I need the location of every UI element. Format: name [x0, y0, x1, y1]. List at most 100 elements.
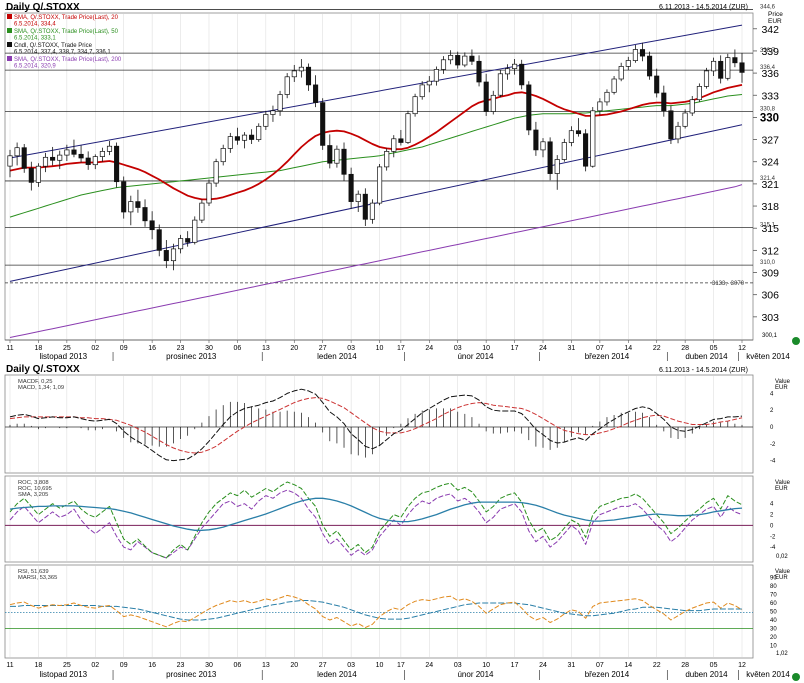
- candle: [632, 45, 638, 63]
- price-level-labels: 344,6 338,7 336,4 330,8 321,4 315,1 310,0: [760, 5, 776, 267]
- candle-body: [206, 182, 212, 204]
- candle-body: [384, 151, 390, 168]
- candle: [42, 152, 49, 173]
- lower-x-month-label: leden 2014: [317, 670, 357, 679]
- scroll-marker-bottom[interactable]: [792, 673, 800, 681]
- rsi-y-tick: 50: [770, 610, 777, 616]
- sma200-line: [9, 184, 743, 338]
- rsi-y-tick: 90: [770, 576, 777, 582]
- scroll-marker-top[interactable]: [792, 337, 800, 345]
- candle: [128, 195, 134, 226]
- x-tick-label: 24: [425, 345, 433, 352]
- y-tick-label: 324: [761, 157, 779, 169]
- candle-body: [249, 134, 255, 140]
- candle-body: [142, 207, 148, 222]
- x-tick-label: 03: [347, 345, 355, 352]
- lower-x-tick-label: 09: [120, 662, 128, 669]
- price-currency: EUR: [768, 18, 782, 25]
- candle: [277, 90, 283, 116]
- candle: [170, 243, 177, 271]
- candle: [320, 98, 326, 150]
- candle: [334, 145, 340, 168]
- candle: [384, 148, 390, 171]
- candle-body: [7, 155, 13, 167]
- candle: [220, 144, 226, 166]
- candle: [661, 85, 667, 117]
- candle-body: [313, 84, 319, 103]
- candle: [14, 142, 20, 166]
- candle-body: [732, 57, 738, 64]
- x-month-label: květen 2014: [746, 352, 790, 361]
- candle: [377, 163, 383, 206]
- candle: [519, 59, 525, 90]
- candle: [99, 147, 105, 162]
- candle: [391, 135, 397, 158]
- candle: [234, 127, 240, 145]
- candle-body: [106, 145, 113, 152]
- candle-body: [156, 229, 162, 251]
- candle-body: [99, 151, 105, 157]
- legend-swatch: [7, 42, 12, 47]
- candle-body: [547, 141, 553, 174]
- x-tick-label: 24: [539, 345, 547, 352]
- candle-body: [369, 202, 375, 220]
- roc-y-tick: 4: [770, 502, 774, 508]
- candle-body: [256, 125, 262, 140]
- lower-x-tick-label: 13: [262, 662, 270, 669]
- candle: [711, 57, 717, 77]
- candle-body: [213, 161, 219, 184]
- candle-body: [625, 60, 631, 67]
- candle-body: [476, 60, 482, 83]
- level-label: 336,4: [760, 65, 776, 71]
- sma50-line: [9, 94, 743, 218]
- candle-body: [490, 94, 496, 112]
- candle: [142, 199, 148, 227]
- candle: [213, 158, 219, 187]
- x-month-label: listopad 2013: [40, 352, 88, 361]
- candle: [21, 144, 27, 173]
- candle: [497, 70, 503, 98]
- price-panel: 3033063093123153183213243273303333363393…: [4, 5, 790, 361]
- candle: [35, 163, 41, 187]
- roc-ylabel-unit: EUR: [775, 486, 788, 492]
- candle: [227, 132, 233, 153]
- lower-date-range: 6.11.2013 - 14.5.2014 (ZUR): [659, 367, 748, 374]
- lower-x-tick-label: 17: [397, 662, 405, 669]
- lower-x-tick-label: 23: [177, 662, 185, 669]
- x-tick-label: 11: [6, 345, 13, 352]
- candle-body: [440, 59, 447, 70]
- candle: [185, 231, 191, 247]
- rsi-legend-label: MARSI, 53,365: [18, 575, 57, 581]
- candle-body: [291, 70, 297, 78]
- candle-body: [121, 181, 127, 213]
- candle-body: [128, 201, 134, 213]
- candle-body: [362, 193, 368, 220]
- candle-body: [320, 102, 326, 146]
- candle: [7, 149, 13, 178]
- candle: [625, 56, 631, 71]
- candle: [263, 110, 269, 130]
- candle: [668, 105, 674, 144]
- candle-body: [14, 147, 20, 157]
- y-tick-label: 336: [761, 68, 779, 80]
- candle: [568, 126, 574, 147]
- x-month-label: duben 2014: [685, 352, 728, 361]
- x-month-label: březen 2014: [585, 352, 630, 361]
- y-tick-label: 315: [761, 223, 779, 235]
- macd-y-tick: 2: [770, 408, 774, 414]
- x-month-label: prosinec 2013: [166, 352, 217, 361]
- lower-x-tick-label: 10: [482, 662, 490, 669]
- candle-body: [284, 76, 290, 95]
- x-tick-label: 10: [482, 345, 490, 352]
- candle: [604, 89, 610, 106]
- x-tick-label: 10: [376, 345, 384, 352]
- legend-label: SMA, Q/.STOXX, Trade Price(Last), 50: [14, 29, 119, 35]
- candle-body: [78, 153, 84, 159]
- trend-channel: [9, 24, 743, 282]
- candle: [433, 66, 439, 86]
- candle-body: [327, 145, 333, 164]
- candle: [341, 142, 347, 181]
- candle: [78, 145, 84, 163]
